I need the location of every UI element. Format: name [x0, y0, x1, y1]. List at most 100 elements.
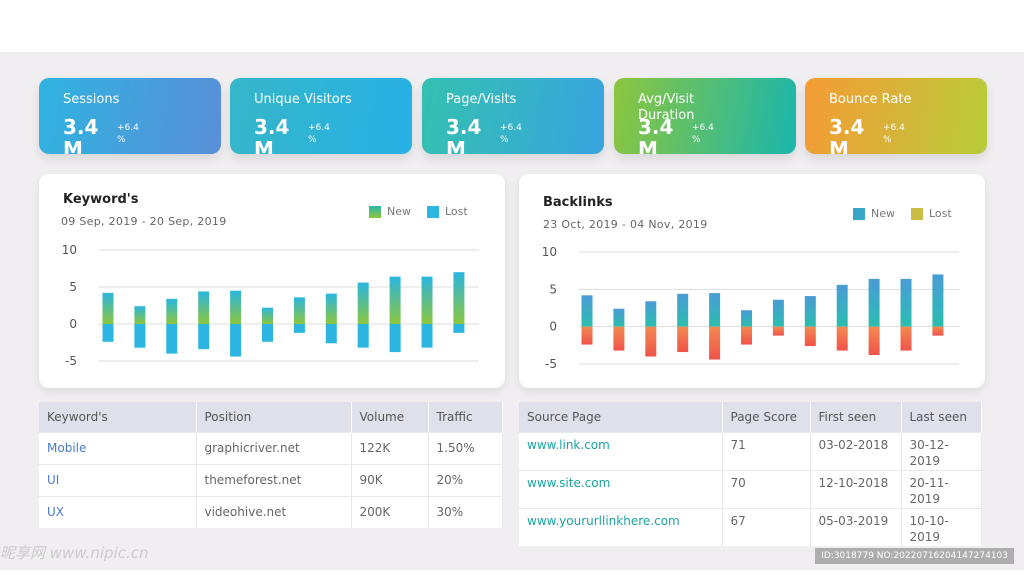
bar-new[interactable]	[293, 297, 305, 324]
table-cell: 12-10-2018	[810, 469, 902, 508]
chart-title: Backlinks	[543, 195, 613, 210]
bar-lost[interactable]	[453, 324, 465, 333]
bar-new[interactable]	[868, 278, 880, 327]
stat-card-page-visits[interactable]: Page/Visits 3.4 M +6.4 %	[422, 78, 604, 154]
bar-lost[interactable]	[932, 326, 944, 336]
bottom-bar	[0, 570, 1024, 576]
table-cell: 20%	[428, 463, 503, 496]
bar-new[interactable]	[325, 293, 337, 324]
table-cell: 03-02-2018	[810, 431, 902, 470]
bar-new[interactable]	[102, 292, 114, 324]
column-header[interactable]: Keyword's	[39, 402, 197, 432]
bar-new[interactable]	[677, 293, 689, 327]
table-cell: 70	[722, 469, 811, 508]
legend-label-lost: Lost	[929, 207, 952, 220]
keywords-bar-chart: 10 5 0 -5	[62, 243, 479, 368]
table-header-row: Keyword's Position Volume Traffic	[39, 402, 503, 432]
stat-value: 3.4 M	[638, 115, 674, 154]
bar-lost[interactable]	[645, 326, 657, 357]
column-header[interactable]: Traffic	[428, 402, 503, 432]
bar-new[interactable]	[581, 295, 593, 327]
column-header[interactable]: Position	[196, 402, 352, 432]
bar-lost[interactable]	[230, 324, 242, 357]
bar-lost[interactable]	[709, 326, 721, 360]
image-id-badge: ID:3018779 NO:20220716204147274103	[815, 548, 1014, 564]
table-row[interactable]: www.link.com 71 03-02-2018 30-12-2019	[519, 431, 982, 470]
table-row[interactable]: Mobile graphicriver.net 122K 1.50%	[39, 431, 503, 464]
bar-lost[interactable]	[613, 326, 625, 351]
bar-new[interactable]	[262, 307, 273, 324]
table-row[interactable]: www.yoururllinkhere.com 67 05-03-2019 10…	[519, 507, 982, 546]
bar-new[interactable]	[421, 276, 433, 324]
table-cell: 71	[722, 431, 811, 470]
bar-lost[interactable]	[772, 326, 784, 336]
bar-new[interactable]	[453, 272, 465, 324]
backlinks-bar-chart: 10 5 0 -5	[542, 245, 959, 371]
stat-card-sessions[interactable]: Sessions 3.4 M +6.4 %	[39, 78, 221, 154]
column-header[interactable]: Last seen	[901, 402, 982, 432]
bar-new[interactable]	[645, 301, 657, 327]
y-tick-label: 10	[542, 245, 557, 259]
bar-new[interactable]	[772, 299, 784, 327]
column-header[interactable]: Page Score	[722, 402, 811, 432]
legend-label-new: New	[387, 205, 411, 218]
legend-item-new[interactable]: New	[853, 207, 895, 220]
bar-lost[interactable]	[325, 324, 337, 344]
bar-lost[interactable]	[262, 324, 273, 342]
bar-lost[interactable]	[741, 326, 752, 345]
column-header[interactable]: Volume	[351, 402, 429, 432]
bar-new[interactable]	[709, 293, 721, 327]
bar-new[interactable]	[134, 306, 146, 324]
bar-lost[interactable]	[900, 326, 912, 351]
stat-value: 3.4 M	[446, 115, 482, 154]
table-cell: 30%	[428, 495, 503, 528]
bar-new[interactable]	[741, 310, 752, 327]
table-row[interactable]: UI themeforest.net 90K 20%	[39, 463, 503, 496]
column-header[interactable]: First seen	[810, 402, 902, 432]
table-row[interactable]: UX videohive.net 200K 30%	[39, 495, 503, 528]
bar-new[interactable]	[230, 290, 242, 324]
bar-lost[interactable]	[389, 324, 401, 353]
table-cell: 67	[722, 507, 811, 546]
table-cell: graphicriver.net	[196, 431, 352, 464]
bar-lost[interactable]	[868, 326, 880, 356]
legend-swatch-lost	[427, 205, 439, 218]
bar-new[interactable]	[613, 308, 625, 327]
table-cell: 122K	[351, 431, 429, 464]
stat-card-bounce-rate[interactable]: Bounce Rate 3.4 M +6.4 %	[805, 78, 987, 154]
stat-card-unique-visitors[interactable]: Unique Visitors 3.4 M +6.4 %	[230, 78, 412, 154]
bar-new[interactable]	[804, 296, 816, 327]
keywords-chart-card: Keyword's 09 Sep, 2019 - 20 Sep, 2019 Ne…	[39, 174, 505, 388]
source-link[interactable]: www.site.com	[519, 469, 723, 508]
bar-lost[interactable]	[836, 326, 848, 351]
bar-lost[interactable]	[166, 324, 178, 354]
bar-lost[interactable]	[357, 324, 369, 348]
stat-card-avg-visit-duration[interactable]: Avg/Visit Duration 3.4 M +6.4 %	[614, 78, 796, 154]
bar-lost[interactable]	[581, 326, 593, 345]
bar-new[interactable]	[166, 298, 178, 324]
legend-item-lost[interactable]: Lost	[427, 205, 468, 218]
bar-lost[interactable]	[293, 324, 305, 333]
chart-date-range: 09 Sep, 2019 - 20 Sep, 2019	[61, 215, 227, 228]
bar-new[interactable]	[900, 278, 912, 327]
bar-new[interactable]	[357, 282, 369, 324]
top-bar	[0, 0, 1024, 52]
table-cell: 1.50%	[428, 431, 503, 464]
table-row[interactable]: www.site.com 70 12-10-2018 20-11-2019	[519, 469, 982, 508]
bar-lost[interactable]	[134, 324, 146, 348]
source-link[interactable]: www.link.com	[519, 431, 723, 470]
source-link[interactable]: www.yoururllinkhere.com	[519, 507, 723, 546]
bar-lost[interactable]	[102, 324, 114, 342]
bar-lost[interactable]	[198, 324, 210, 350]
bar-new[interactable]	[198, 291, 210, 324]
bar-lost[interactable]	[421, 324, 433, 348]
column-header[interactable]: Source Page	[519, 402, 723, 432]
stat-change: +6.4 %	[692, 123, 714, 145]
bar-lost[interactable]	[677, 326, 689, 353]
bar-new[interactable]	[932, 274, 944, 327]
legend-item-lost[interactable]: Lost	[911, 207, 952, 220]
bar-new[interactable]	[389, 276, 401, 324]
legend-item-new[interactable]: New	[369, 205, 411, 218]
bar-lost[interactable]	[804, 326, 816, 347]
bar-new[interactable]	[836, 284, 848, 327]
